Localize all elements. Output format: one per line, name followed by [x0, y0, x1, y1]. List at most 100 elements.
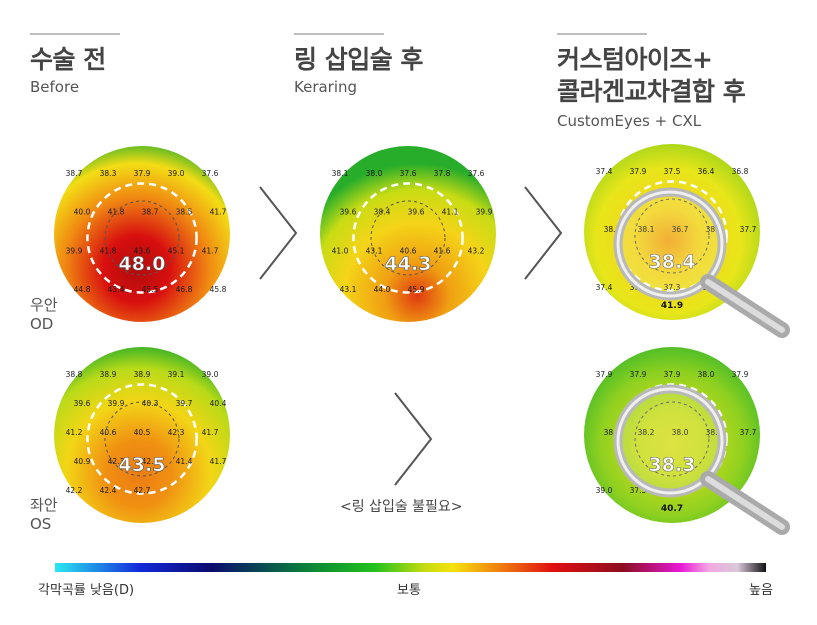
map-value-label: 39.0 [202, 370, 219, 379]
map-value-label: 37.4 [596, 167, 613, 176]
map-value-label: 41.0 [332, 246, 349, 255]
kmax-value: 48.0 [119, 253, 166, 275]
map-value-label: 45.8 [210, 285, 227, 294]
map-value-label: 37.5 [630, 486, 647, 495]
map-value-label: 40.6 [400, 246, 417, 255]
scale-label-high: 높음 [749, 583, 773, 598]
map-value-label: 40.0 [74, 208, 91, 217]
map-value-label: 41.6 [434, 246, 451, 255]
map-value-label: 39.6 [340, 208, 357, 217]
map-value-label: 41.8 [100, 246, 117, 255]
map-value-label: 42.2 [66, 486, 83, 495]
map-value-label: 38.3 [604, 428, 621, 437]
map-value-label: 42.4 [100, 486, 117, 495]
bottom-value: 41.9 [661, 301, 683, 311]
map-value-label: 36.8 [732, 167, 749, 176]
map-value-label: 40.9 [74, 457, 91, 466]
map-value-label: 37.6 [202, 169, 219, 178]
keraring-not-needed-note: <링 삽입술 불필요> [340, 499, 463, 515]
kmax-value: 43.5 [119, 454, 166, 476]
column-rule [294, 33, 384, 35]
eye-label-os-en: OS [30, 515, 52, 533]
map-value-label: 42.7 [134, 486, 151, 495]
map-guide-ring [86, 182, 198, 294]
map-value-label: 37.9 [630, 167, 647, 176]
map-value-label: 39.7 [176, 399, 193, 408]
column-title-cxl-line1: 커스텀아이즈+ [557, 45, 713, 74]
map-guide-ring [634, 401, 710, 477]
map-value-label: 38.3 [604, 225, 621, 234]
map-value-label: 40.6 [100, 428, 117, 437]
map-value-label: 43.1 [366, 246, 383, 255]
map-value-label: 37.4 [596, 283, 613, 292]
map-value-label: 41.1 [442, 208, 459, 217]
map-value-label: 38.7 [142, 208, 159, 217]
map-value-label: 39.6 [408, 208, 425, 217]
map-value-label: 38.7 [66, 169, 83, 178]
map-guide-ring [104, 200, 180, 276]
map-value-label: 42.1 [142, 457, 159, 466]
map-value-label: 40.4 [210, 399, 227, 408]
map-value-label: 42.3 [168, 428, 185, 437]
map-value-label: 44.0 [374, 285, 391, 294]
map-value-label: 45.5 [142, 285, 159, 294]
column-subtitle-before: Before [30, 78, 80, 96]
eye-label-od-ko: 우안 [30, 296, 58, 314]
map-guide-ring [634, 198, 710, 274]
map-value-label: 38.5 [176, 208, 193, 217]
curvature-color-scale [55, 563, 766, 572]
column-title-cxl-line2: 콜라겐교차결합 후 [557, 77, 746, 106]
map-value-label: 37.9 [134, 169, 151, 178]
kmax-value: 38.4 [649, 251, 696, 273]
map-value-label: 38.0 [672, 428, 689, 437]
eye-label-od-en: OD [30, 315, 54, 333]
map-value-label: 45.1 [168, 246, 185, 255]
map-value-label: 41.7 [210, 208, 227, 217]
eye-label-os: 좌안 OS [30, 496, 58, 534]
bottom-value: 40.7 [661, 504, 683, 514]
map-value-label: 43.6 [134, 246, 151, 255]
map-value-label: 46.8 [176, 285, 193, 294]
map-disc [54, 347, 230, 523]
map-value-label: 44.8 [74, 285, 91, 294]
topography-map-od-keraring: 38.1 38.0 37.6 37.8 37.6 39.6 38.4 39.6 41.1 39.9… [320, 146, 496, 322]
magnifier-icon [613, 187, 790, 338]
map-value-label: 43.1 [340, 285, 357, 294]
map-value-label: 42.3 [108, 457, 125, 466]
map-value-label: 38.0 [698, 370, 715, 379]
column-rule [557, 33, 647, 35]
scale-label-mid: 보통 [397, 583, 421, 598]
magnifier-icon [613, 384, 790, 535]
map-value-label: 37.7 [740, 428, 757, 437]
map-value-label: 38.1 [332, 169, 349, 178]
map-value-label: 37.9 [732, 370, 749, 379]
map-value-label: 38.2 [638, 428, 655, 437]
map-value-label: 39.0 [596, 486, 613, 495]
chevron-right-icon [259, 186, 298, 280]
column-subtitle-cxl: CustomEyes + CXL [557, 112, 702, 130]
column-subtitle-keraring: Keraring [294, 78, 358, 96]
map-value-label: 37.6 [468, 169, 485, 178]
map-value-label: 38.8 [66, 370, 83, 379]
map-disc [54, 146, 230, 322]
column-title-before: 수술 전 [30, 45, 106, 74]
map-value-label: 37.7 [740, 225, 757, 234]
map-guide-ring [104, 401, 180, 477]
map-value-label: 39.9 [66, 246, 83, 255]
column-rule [30, 33, 120, 35]
map-value-label: 37.9 [664, 370, 681, 379]
map-value-label: 40.5 [134, 428, 151, 437]
map-guide-ring [86, 383, 198, 495]
topography-map-od-before: 38.7 38.3 37.9 39.0 37.6 40.0 41.8 38.7 38.5 41.7… [54, 146, 230, 322]
topography-map-os-before: 38.8 38.9 38.9 39.1 39.0 39.6 39.9 40.3 39.7 40.4… [54, 347, 230, 523]
map-value-label: 40.3 [142, 399, 159, 408]
chevron-right-icon [524, 186, 563, 280]
chevron-right-icon [394, 392, 433, 486]
map-value-label: 41.8 [108, 208, 125, 217]
map-guide-ring [352, 182, 464, 294]
map-value-label: 43.4 [108, 285, 125, 294]
map-value-label: 39.0 [168, 169, 185, 178]
map-value-label: 38.4 [374, 208, 391, 217]
map-value-label: 38.3 [100, 169, 117, 178]
map-value-label: 38.4 [706, 428, 723, 437]
